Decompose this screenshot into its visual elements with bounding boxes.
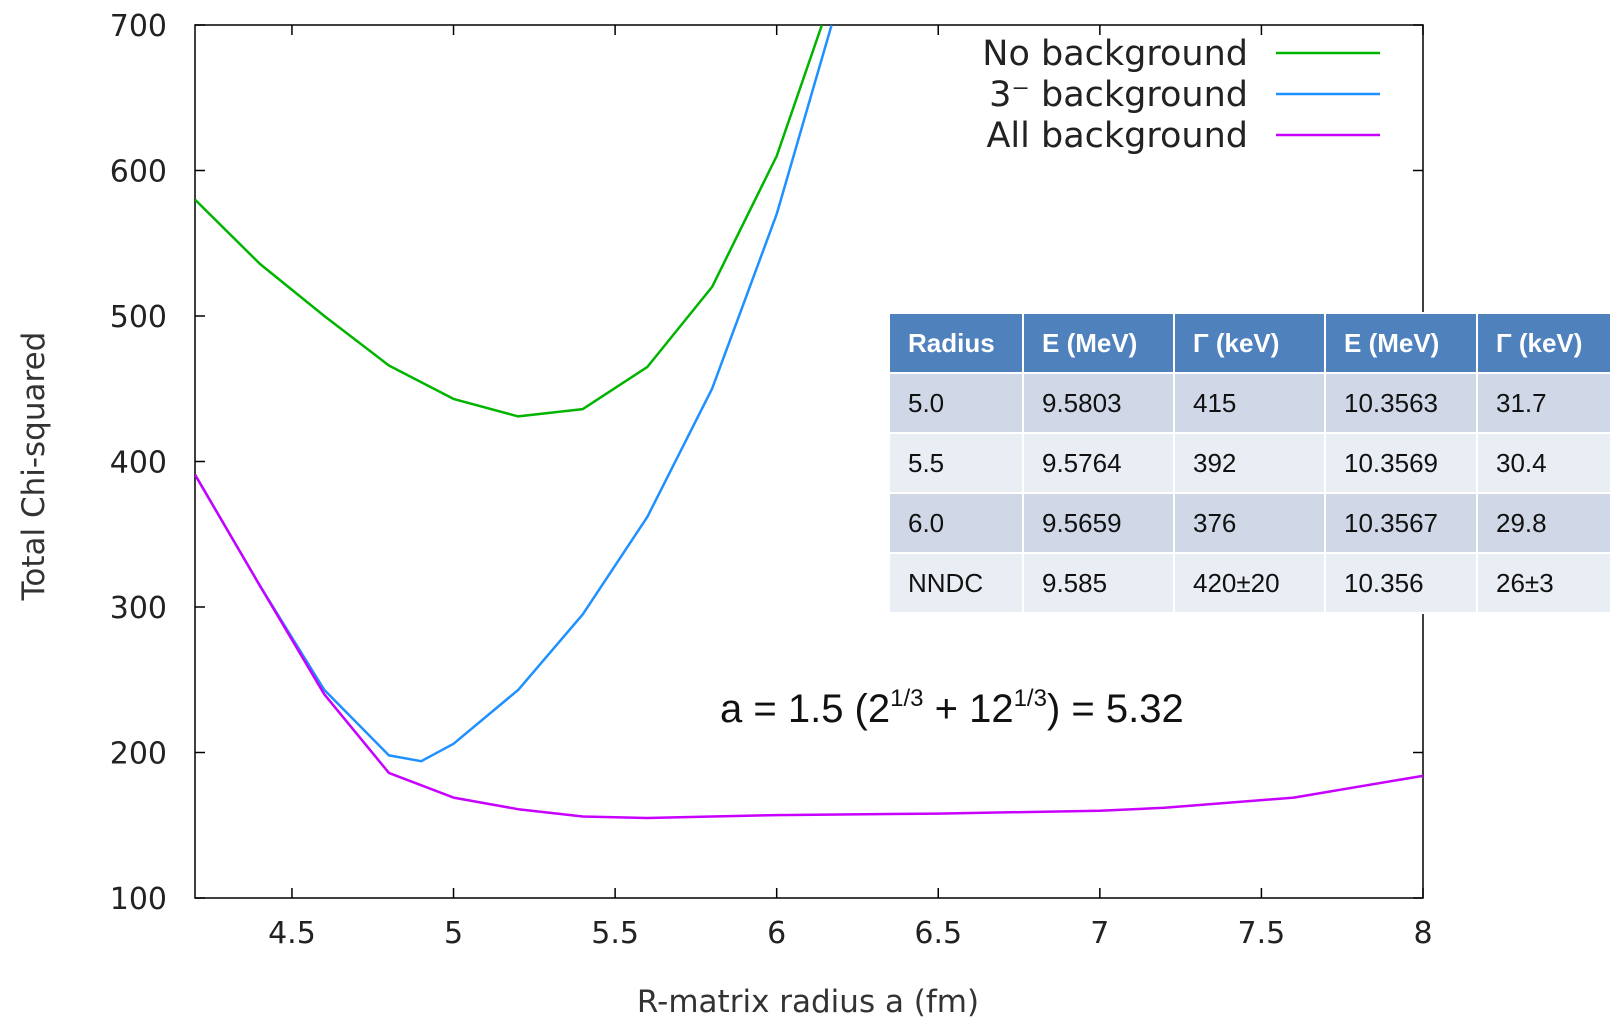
x-tick-label: 6 — [767, 916, 786, 951]
y-axis-title: Total Chi-squared — [16, 332, 52, 602]
table-cell: 5.5 — [888, 432, 1024, 494]
legend-label-1: No background — [982, 34, 1248, 74]
y-tick-label: 700 — [110, 9, 167, 44]
table-row: NNDC 9.585 420±20 10.356 26±3 — [888, 552, 1612, 614]
header-energy-1: E (MeV) — [1022, 312, 1175, 374]
header-width-2: Γ (keV) — [1476, 312, 1612, 374]
formula-suffix: ) = 5.32 — [1047, 687, 1184, 731]
resonance-table: Radius E (MeV) Γ (keV) E (MeV) Γ (keV) 5… — [888, 312, 1612, 614]
table-cell: 30.4 — [1476, 432, 1612, 494]
header-radius: Radius — [888, 312, 1024, 374]
x-tick-label: 5.5 — [591, 916, 639, 951]
x-tick-label: 5 — [444, 916, 463, 951]
legend-label-3: All background — [986, 116, 1248, 156]
table-cell: 10.3567 — [1324, 492, 1478, 554]
table-cell: 376 — [1173, 492, 1326, 554]
table-cell: 9.5659 — [1022, 492, 1175, 554]
x-axis-title: R-matrix radius a (fm) — [637, 984, 979, 1019]
table-cell: NNDC — [888, 552, 1024, 614]
series-line-3 — [195, 473, 1423, 820]
x-tick-label: 4.5 — [268, 916, 316, 951]
table-row: 5.0 9.5803 415 10.3563 31.7 — [888, 372, 1612, 434]
series-line-1 — [195, 25, 824, 418]
table-cell: 10.356 — [1324, 552, 1478, 614]
table-cell: 6.0 — [888, 492, 1024, 554]
x-tick-label: 7 — [1090, 916, 1109, 951]
formula-sup-2: 1/3 — [1014, 685, 1047, 712]
formula-mid: + 12 — [924, 687, 1014, 731]
y-tick-label: 100 — [110, 882, 167, 917]
legend-label-2: 3⁻ background — [989, 75, 1248, 115]
table-cell: 415 — [1173, 372, 1326, 434]
y-tick-label: 300 — [110, 591, 167, 626]
table-cell: 10.3563 — [1324, 372, 1478, 434]
table-row: 5.5 9.5764 392 10.3569 30.4 — [888, 432, 1612, 494]
table-cell: 10.3569 — [1324, 432, 1478, 494]
formula-sup-1: 1/3 — [890, 685, 923, 712]
x-tick-label: 6.5 — [914, 916, 962, 951]
x-tick-label: 8 — [1413, 916, 1432, 951]
table-cell: 29.8 — [1476, 492, 1612, 554]
table-cell: 420±20 — [1173, 552, 1326, 614]
header-energy-2: E (MeV) — [1324, 312, 1478, 374]
table-cell: 31.7 — [1476, 372, 1612, 434]
table-cell: 9.585 — [1022, 552, 1175, 614]
y-tick-label: 400 — [110, 446, 167, 481]
y-tick-label: 200 — [110, 737, 167, 772]
table-cell: 392 — [1173, 432, 1326, 494]
y-tick-label: 600 — [110, 155, 167, 190]
table-cell: 9.5803 — [1022, 372, 1175, 434]
table-row: 6.0 9.5659 376 10.3567 29.8 — [888, 492, 1612, 554]
header-width-1: Γ (keV) — [1173, 312, 1326, 374]
series-line-2 — [195, 25, 833, 763]
y-tick-label: 500 — [110, 300, 167, 335]
table-cell: 9.5764 — [1022, 432, 1175, 494]
formula-annotation: a = 1.5 (21/3 + 121/3) = 5.32 — [720, 685, 1184, 731]
table-header-row: Radius E (MeV) Γ (keV) E (MeV) Γ (keV) — [888, 312, 1612, 374]
x-tick-label: 7.5 — [1238, 916, 1286, 951]
table-cell: 26±3 — [1476, 552, 1612, 614]
table-cell: 5.0 — [888, 372, 1024, 434]
formula-prefix: a = 1.5 (2 — [720, 687, 890, 731]
